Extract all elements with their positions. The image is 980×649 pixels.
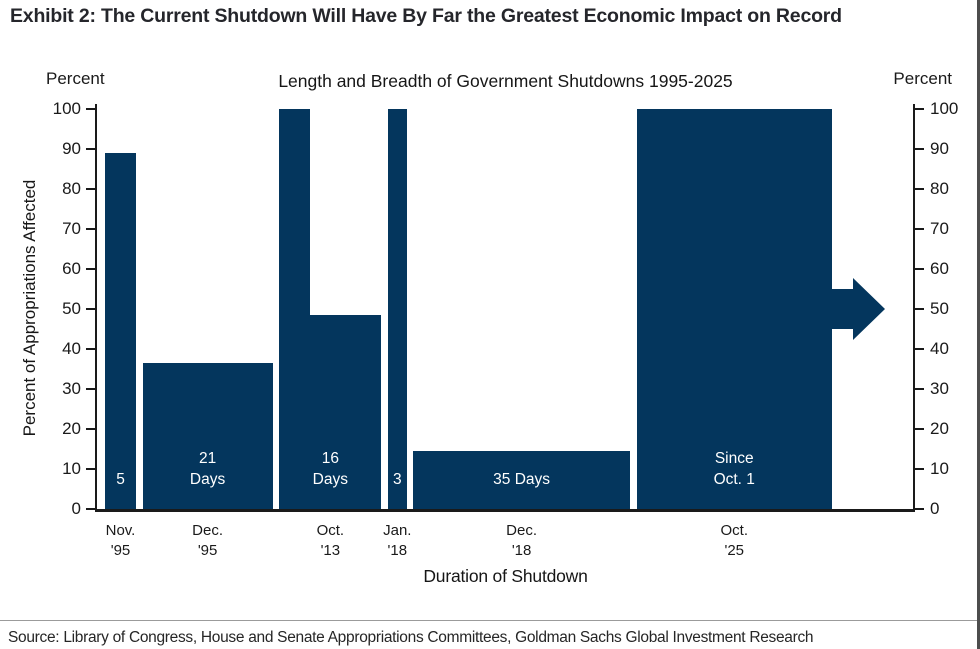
right-y-tick: [915, 188, 924, 190]
ongoing-arrow-head-icon: [852, 278, 885, 340]
right-y-tick: [915, 428, 924, 430]
right-y-tick-label: 10: [930, 459, 949, 478]
footer-divider: [0, 620, 977, 621]
ongoing-arrow-stem: [829, 289, 854, 329]
right-y-tick: [915, 308, 924, 310]
left-y-tick: [86, 188, 95, 190]
right-y-tick: [915, 468, 924, 470]
left-y-tick-label: 30: [62, 379, 81, 398]
right-y-tick-label: 50: [930, 299, 949, 318]
shutdown-bar-segment: [413, 451, 631, 509]
right-y-tick-label: 60: [930, 259, 949, 278]
right-y-tick-label: 100: [930, 99, 959, 118]
left-y-tick: [86, 308, 95, 310]
left-y-tick: [86, 468, 95, 470]
shutdown-bar-segment: [310, 315, 382, 509]
left-y-tick-label: 50: [62, 299, 81, 318]
shutdown-bar-segment: [388, 109, 407, 509]
right-y-tick-label: 40: [930, 339, 949, 358]
left-y-tick: [86, 108, 95, 110]
bar-duration-label: 35 Days: [493, 471, 551, 488]
right-y-tick: [915, 228, 924, 230]
left-y-tick-label: 60: [62, 259, 81, 278]
shutdown-bar-segment: [279, 109, 311, 509]
right-y-tick: [915, 268, 924, 270]
x-axis-date-label: Nov. '95: [105, 522, 136, 559]
x-axis-date-label: Oct. '13: [316, 522, 345, 559]
page-right-border: [977, 0, 980, 649]
source-note: Source: Library of Congress, House and S…: [8, 629, 814, 646]
right-y-tick: [915, 148, 924, 150]
x-axis-baseline: [95, 509, 915, 512]
left-y-tick: [86, 228, 95, 230]
left-y-tick: [86, 148, 95, 150]
right-y-tick-label: 30: [930, 379, 949, 398]
x-axis-date-label: Oct. '25: [720, 522, 748, 559]
right-y-tick-label: 90: [930, 139, 949, 158]
left-y-tick-label: 20: [62, 419, 81, 438]
exhibit-title: Exhibit 2: The Current Shutdown Will Hav…: [10, 5, 842, 27]
x-axis-date-label: Dec. '95: [192, 522, 224, 559]
x-axis-date-label: Jan. '18: [383, 522, 412, 559]
right-y-tick-label: 0: [930, 499, 940, 518]
left-y-tick-label: 80: [62, 179, 81, 198]
shutdown-bar-segment: [142, 363, 273, 509]
right-y-tick: [915, 508, 924, 510]
left-y-tick-label: 40: [62, 339, 81, 358]
right-y-tick: [915, 388, 924, 390]
x-axis-date-label: Dec. '18: [506, 522, 538, 559]
bar-duration-label: 16 Days: [312, 450, 348, 488]
left-y-tick: [86, 428, 95, 430]
shutdown-bar-segment: [636, 109, 832, 509]
left-y-tick-label: 90: [62, 139, 81, 158]
y-axis-title: Percent of Appropriations Affected: [20, 179, 39, 437]
left-y-tick: [86, 388, 95, 390]
left-axis-unit-label: Percent: [46, 69, 105, 88]
left-y-tick-label: 70: [62, 219, 81, 238]
left-y-tick: [86, 508, 95, 510]
left-y-tick-label: 100: [52, 99, 81, 118]
bar-duration-label: Since Oct. 1: [713, 450, 755, 488]
right-y-axis: [913, 104, 915, 511]
right-y-tick-label: 80: [930, 179, 949, 198]
right-y-tick-label: 20: [930, 419, 949, 438]
chart-title: Length and Breadth of Government Shutdow…: [278, 71, 733, 91]
right-y-tick: [915, 348, 924, 350]
shutdown-bar-segment: [105, 153, 136, 509]
left-y-axis: [95, 104, 97, 511]
bar-duration-label: 3: [392, 471, 402, 488]
x-axis-title: Duration of Shutdown: [423, 566, 588, 586]
left-y-tick-label: 0: [71, 499, 81, 518]
right-axis-unit-label: Percent: [893, 69, 952, 88]
left-y-tick-label: 10: [62, 459, 81, 478]
right-y-tick-label: 70: [930, 219, 949, 238]
bar-duration-label: 21 Days: [189, 450, 226, 488]
left-y-tick: [86, 268, 95, 270]
left-y-tick: [86, 348, 95, 350]
right-y-tick: [915, 108, 924, 110]
bar-duration-label: 5: [116, 471, 125, 488]
